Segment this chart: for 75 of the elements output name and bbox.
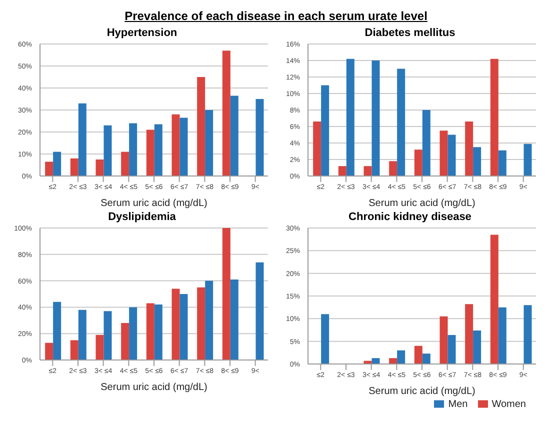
legend-label: Women: [492, 399, 526, 410]
bar: [321, 85, 330, 176]
bar: [397, 68, 406, 176]
bar: [473, 147, 482, 176]
bar: [473, 330, 482, 364]
bar: [372, 60, 380, 176]
bar: [422, 354, 430, 364]
x-axis-title: Serum uric acid (mg/dL): [368, 386, 476, 397]
bar: [346, 58, 354, 176]
bar: [440, 316, 448, 364]
bar: [448, 134, 456, 176]
bar: [146, 130, 154, 176]
bar: [498, 150, 506, 176]
bar: [146, 303, 154, 360]
bar: [414, 150, 422, 176]
bar: [197, 287, 206, 360]
bar: [205, 280, 214, 360]
chart-title: Chronic kidney disease: [348, 210, 472, 224]
bar: [414, 346, 422, 364]
text: Prevalence of each disease in each serum urate level: [124, 8, 428, 25]
bar: [45, 162, 54, 176]
legend-label: Men: [448, 399, 468, 410]
bar: [364, 166, 372, 176]
bar: [222, 228, 230, 360]
bar: [422, 110, 430, 176]
bar: [448, 334, 456, 364]
bar: [53, 302, 62, 360]
bar: [313, 122, 322, 176]
bar: [490, 58, 498, 176]
bar: [53, 152, 62, 176]
bar: [154, 124, 162, 176]
chart-title: Dyslipidemia: [107, 210, 177, 224]
bar: [230, 279, 238, 360]
bar: [45, 342, 54, 360]
bar: [96, 160, 104, 176]
bar: [78, 310, 86, 360]
bar: [256, 99, 264, 176]
bar: [121, 152, 130, 176]
x-axis-title: Serum uric acid (mg/dL): [100, 198, 208, 209]
x-axis-title: Serum uric acid (mg/dL): [368, 198, 476, 209]
bar: [129, 307, 138, 360]
bar: [524, 144, 532, 176]
bar: [104, 311, 112, 360]
x-axis-title: Serum uric acid (mg/dL): [100, 382, 208, 393]
bar: [70, 158, 78, 176]
bar: [321, 314, 330, 364]
bar: [96, 334, 104, 360]
bar: [397, 350, 406, 364]
chart-title: Diabetes mellitus: [364, 26, 456, 40]
bar: [205, 110, 214, 176]
bar: [465, 122, 474, 176]
bar: [154, 304, 162, 360]
bar: [104, 125, 112, 176]
bar: [256, 262, 264, 360]
bar: [372, 358, 380, 364]
bar: [180, 118, 188, 176]
bar: [70, 340, 78, 360]
bar: [121, 323, 130, 360]
bar: [197, 77, 206, 176]
bar: [465, 304, 474, 364]
bar: [524, 305, 532, 364]
bar: [222, 50, 230, 176]
bar: [172, 288, 180, 360]
bar: [129, 123, 138, 176]
bar: [490, 234, 498, 364]
bar: [230, 96, 238, 176]
bar: [338, 166, 346, 176]
chart-title: Hypertension: [106, 26, 178, 40]
bar: [389, 358, 398, 364]
bar: [78, 103, 86, 176]
bar: [172, 114, 180, 176]
bar: [440, 130, 448, 176]
bar: [389, 161, 398, 176]
bar: [498, 307, 506, 364]
bar: [180, 294, 188, 360]
